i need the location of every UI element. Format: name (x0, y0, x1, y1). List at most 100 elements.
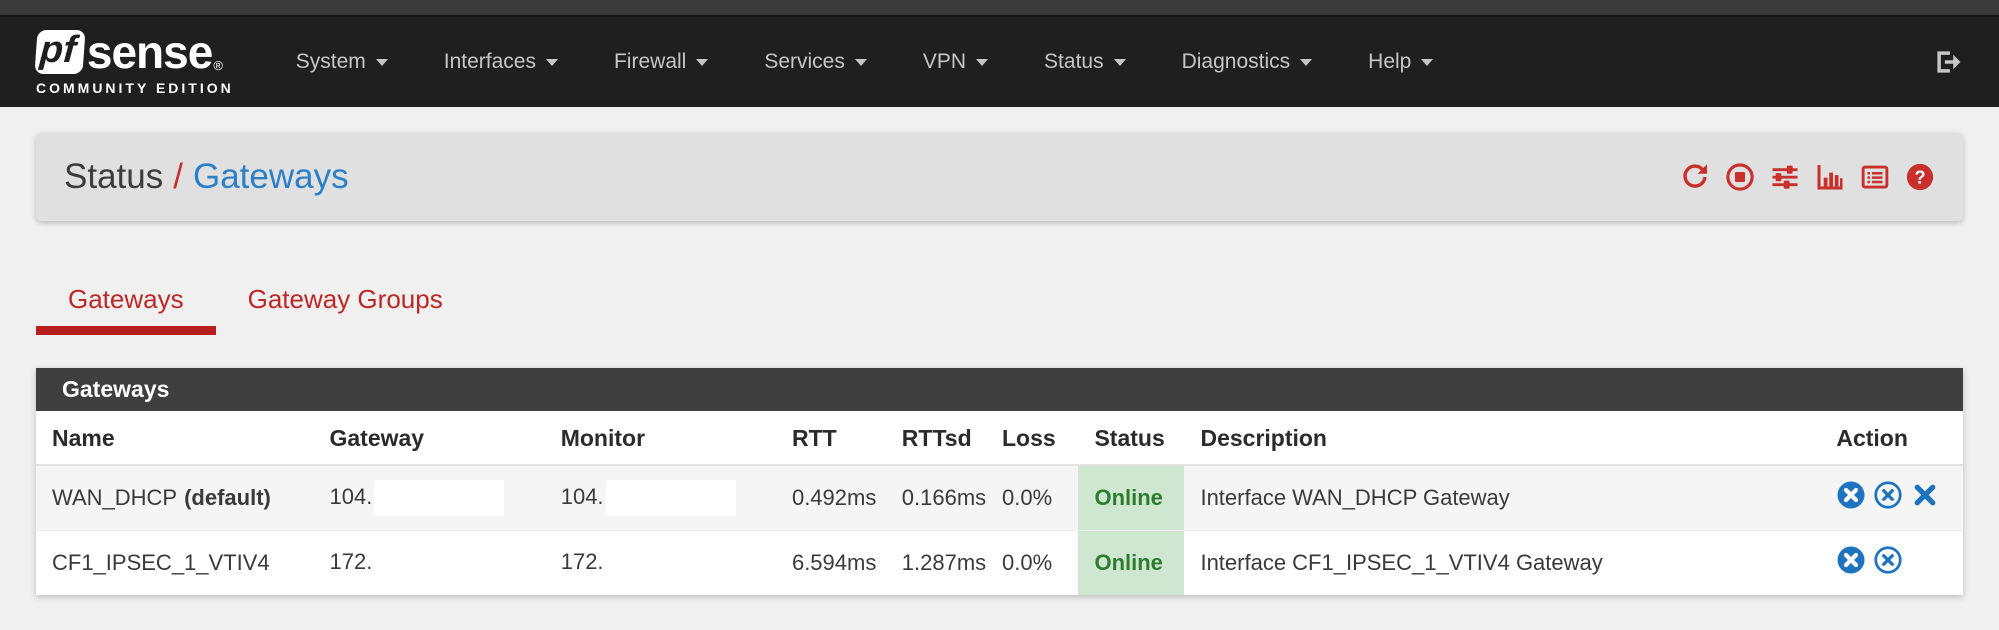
header-toolbar: ? (1680, 162, 1935, 192)
breadcrumb: Status / Gateways (64, 157, 349, 197)
nav-item-status[interactable]: Status (1016, 50, 1154, 74)
col-description: Description (1184, 411, 1821, 466)
col-monitor: Monitor (544, 411, 776, 466)
nav-item-firewall[interactable]: Firewall (586, 50, 736, 74)
nav-label: Diagnostics (1181, 50, 1291, 73)
nav-item-diagnostics[interactable]: Diagnostics (1154, 50, 1341, 74)
col-name: Name (36, 411, 314, 466)
gateway-name-cell: CF1_IPSEC_1_VTIV4 (36, 531, 313, 596)
help-icon[interactable]: ? (1905, 162, 1935, 192)
col-status: Status (1078, 411, 1185, 466)
status-badge: Online (1078, 465, 1185, 531)
description-cell: Interface WAN_DHCP Gateway (1200, 485, 1510, 510)
gateway-name-cell: WAN_DHCP (default) (36, 465, 313, 531)
table-row: CF1_IPSEC_1_VTIV4 172. 172. 6.594ms 1.28… (36, 530, 1963, 596)
sign-out-icon[interactable] (1933, 47, 1963, 77)
col-rtt: RTT (775, 411, 886, 466)
times-circle-outline-icon[interactable] (1873, 480, 1903, 510)
rtt-cell: 6.594ms (791, 550, 877, 575)
redaction-box (374, 545, 505, 581)
nav-item-vpn[interactable]: VPN (895, 50, 1016, 74)
gateway-ip: 104. (329, 483, 373, 509)
action-cell (1820, 531, 1963, 596)
chevron-down-icon (696, 58, 709, 66)
gateway-name: WAN_DHCP (52, 485, 178, 510)
main-nav: System Interfaces Firewall Services VPN … (268, 50, 1462, 74)
rttsd-cell: 1.287ms (901, 550, 986, 575)
monitor-ip: 172. (560, 548, 604, 574)
tab-label: Gateway Groups (247, 284, 443, 314)
chevron-down-icon (1421, 58, 1434, 66)
breadcrumb-separator: / (173, 157, 183, 196)
pf-badge: pf (34, 29, 86, 74)
nav-item-interfaces[interactable]: Interfaces (416, 50, 586, 74)
chevron-down-icon (854, 58, 867, 66)
svg-text:?: ? (1914, 167, 1925, 187)
top-strip (0, 0, 1999, 17)
nav-item-system[interactable]: System (268, 50, 416, 74)
times-circle-solid-icon[interactable] (1836, 545, 1866, 575)
nav-label: Status (1044, 50, 1104, 73)
nav-label: Firewall (613, 50, 687, 73)
nav-label: Interfaces (443, 50, 536, 73)
table-header-row: Name Gateway Monitor RTT RTTsd Loss Stat… (36, 411, 1963, 466)
times-icon[interactable] (1910, 480, 1940, 510)
redaction-box (605, 480, 736, 516)
action-cell (1820, 465, 1963, 531)
gateway-name: CF1_IPSEC_1_VTIV4 (52, 550, 270, 575)
redaction-box (605, 545, 736, 581)
gateway-ip-cell: 104. (313, 465, 544, 531)
loss-cell: 0.0% (1001, 485, 1053, 510)
rttsd-cell: 0.166ms (901, 485, 986, 510)
breadcrumb-page-link[interactable]: Gateways (192, 157, 349, 196)
times-circle-solid-icon[interactable] (1836, 480, 1866, 510)
page-header-bar: Status / Gateways ? (36, 133, 1963, 221)
col-gateway: Gateway (313, 411, 545, 466)
bar-chart-icon[interactable] (1815, 162, 1845, 192)
refresh-icon[interactable] (1680, 162, 1710, 192)
gateway-ip-cell: 172. (313, 531, 544, 596)
default-flag: (default) (184, 485, 271, 510)
chevron-down-icon (1300, 58, 1313, 66)
chevron-down-icon (545, 58, 558, 66)
monitor-ip: 104. (560, 483, 604, 509)
times-circle-outline-icon[interactable] (1873, 545, 1903, 575)
nav-label: VPN (922, 50, 967, 73)
chevron-down-icon (1113, 58, 1126, 66)
tab-bar: Gateways Gateway Groups (36, 285, 1963, 335)
nav-label: System (295, 50, 366, 73)
chevron-down-icon (976, 58, 989, 66)
log-summary-icon[interactable] (1860, 162, 1890, 192)
pfsense-logo[interactable]: pf sense ® COMMUNITY EDITION (34, 25, 234, 96)
brand-name: sense (86, 25, 213, 78)
tab-gateway-groups[interactable]: Gateway Groups (216, 285, 475, 335)
nav-label: Services (764, 50, 845, 73)
nav-item-services[interactable]: Services (736, 50, 895, 74)
gateway-ip: 172. (329, 548, 373, 574)
gateways-panel: Gateways Name Gateway Monitor RTT RTTsd … (36, 368, 1963, 595)
description-cell: Interface CF1_IPSEC_1_VTIV4 Gateway (1200, 550, 1603, 575)
registered-mark: ® (213, 57, 223, 73)
navbar: pf sense ® COMMUNITY EDITION System Inte… (0, 17, 1999, 107)
rtt-cell: 0.492ms (791, 485, 877, 510)
panel-title: Gateways (36, 368, 1963, 411)
monitor-ip-cell: 104. (545, 465, 776, 531)
stop-circle-icon[interactable] (1725, 162, 1755, 192)
col-action: Action (1820, 411, 1963, 466)
nav-item-help[interactable]: Help (1340, 50, 1461, 74)
nav-label: Help (1368, 50, 1412, 73)
col-loss: Loss (985, 411, 1079, 466)
tab-label: Gateways (68, 284, 184, 314)
sliders-icon[interactable] (1770, 162, 1800, 192)
loss-cell: 0.0% (1001, 550, 1053, 575)
chevron-down-icon (375, 58, 388, 66)
monitor-ip-cell: 172. (545, 531, 776, 596)
status-badge: Online (1078, 530, 1185, 595)
edition-label: COMMUNITY EDITION (36, 79, 234, 96)
breadcrumb-section: Status (64, 157, 164, 196)
tab-gateways[interactable]: Gateways (36, 285, 216, 335)
gateways-table: Name Gateway Monitor RTT RTTsd Loss Stat… (36, 411, 1963, 595)
table-row: WAN_DHCP (default) 104. 104. 0.492ms 0.16… (36, 465, 1963, 531)
col-rttsd: RTTsd (885, 411, 986, 466)
redaction-box (374, 480, 505, 516)
